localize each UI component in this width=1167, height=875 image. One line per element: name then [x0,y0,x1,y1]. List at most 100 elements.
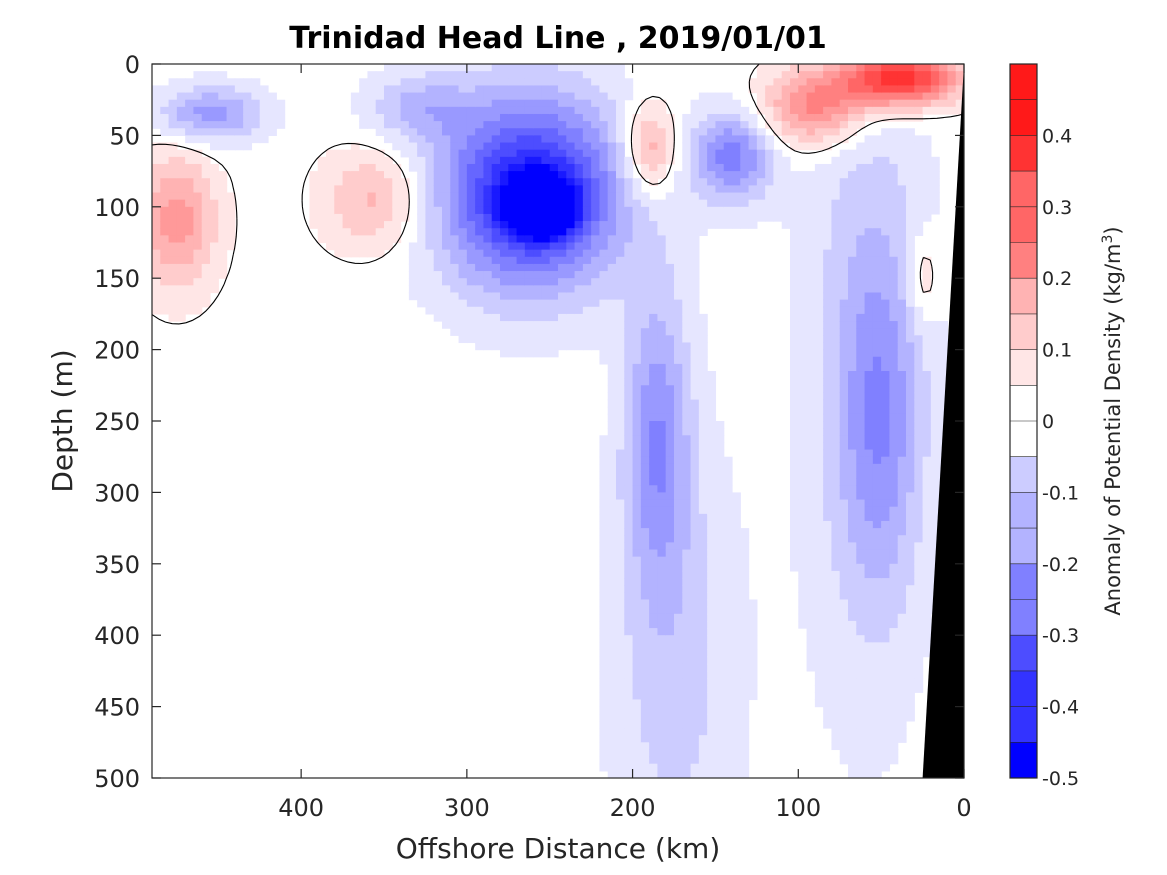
field-cell [856,271,866,279]
field-cell [682,685,692,693]
field-cell [872,535,882,543]
field-cell [831,685,841,693]
field-cell [616,478,625,486]
field-cell [798,456,808,465]
field-cell [607,342,617,351]
field-cell [400,185,410,194]
field-cell [384,163,393,172]
field-cell [848,463,857,472]
field-cell [599,699,609,708]
field-cell [897,428,907,436]
field-cell [458,156,468,165]
field-cell [582,335,592,344]
field-cell [649,213,659,222]
field-cell [234,92,244,101]
field-cell [657,756,667,765]
field-cell [831,206,841,215]
field-cell [616,542,625,551]
field-cell [665,313,675,322]
field-cell [814,563,824,572]
field-cell [582,306,592,315]
field-cell [831,185,841,194]
field-cell [549,171,559,179]
field-cell [922,163,932,172]
field-cell [624,542,634,551]
field-cell [607,699,617,708]
field-cell [690,206,700,215]
field-cell [690,449,700,458]
field-cell [632,406,642,415]
field-cell [375,228,385,236]
field-cell [698,213,708,222]
field-cell [839,128,849,136]
field-cell [831,64,841,72]
field-cell [624,306,634,315]
field-cell [682,371,692,379]
field-cell [218,135,228,144]
field-cell [417,235,427,244]
field-cell [939,392,949,401]
field-cell [732,692,741,701]
field-cell [160,263,170,272]
field-cell [864,513,874,522]
field-cell [872,421,882,429]
field-cell [839,78,849,87]
field-cell [582,328,592,336]
field-cell [872,678,882,686]
field-cell [922,556,932,565]
field-cell [690,356,700,365]
field-cell [657,692,667,701]
field-cell [574,185,584,194]
field-cell [922,456,932,465]
field-cell [359,106,369,115]
field-cell [616,199,625,208]
field-cell [226,228,236,236]
field-cell [723,149,733,158]
field-cell [574,128,584,136]
field-cell [814,371,824,379]
field-cell [442,128,451,136]
field-cell [516,206,526,215]
field-cell [823,628,833,636]
field-cell [856,335,866,344]
field-cell [914,456,924,465]
field-cell [881,406,891,415]
field-cell [723,649,733,658]
field-cell [334,149,344,158]
field-cell [574,135,584,144]
field-cell [790,428,799,436]
field-cell [723,635,733,643]
field-cell [168,199,178,208]
field-cell [848,456,857,465]
field-cell [682,271,692,279]
field-cell [516,221,526,229]
field-cell [848,620,857,629]
field-cell [798,520,808,529]
field-cell [856,528,866,536]
field-cell [375,71,385,79]
field-cell [823,492,833,501]
field-cell [168,106,178,115]
field-cell [483,263,493,272]
field-cell [682,728,692,736]
field-cell [657,485,667,493]
field-cell [897,306,907,315]
field-cell [881,371,891,379]
colorbar-swatch [1010,385,1037,422]
field-cell [483,163,493,172]
field-cell [715,435,725,444]
field-cell [889,92,899,101]
field-cell [889,206,899,215]
field-cell [790,121,799,129]
field-cell [574,321,584,329]
field-cell [732,613,741,622]
field-cell [848,585,857,593]
field-cell [549,249,559,258]
colorbar-swatch [1010,742,1037,779]
field-cell [814,399,824,408]
field-cell [624,578,634,586]
field-cell [640,585,650,593]
field-cell [889,585,899,593]
field-cell [814,470,824,479]
field-cell [806,456,816,465]
